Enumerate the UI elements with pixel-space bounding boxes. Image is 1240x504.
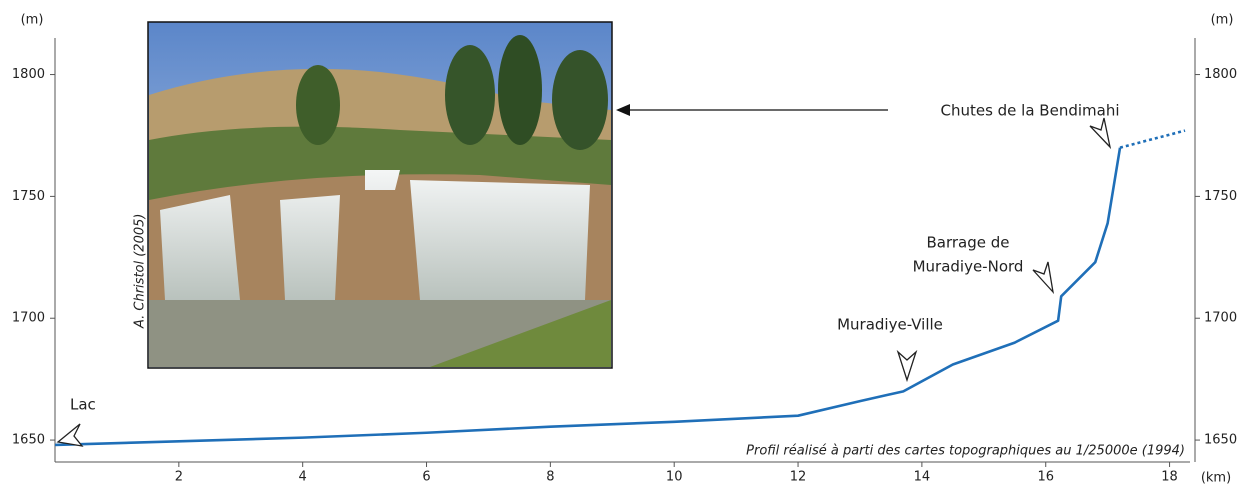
photo-credit: A. Christol (2005) <box>133 214 148 329</box>
x-tick-label: 12 <box>790 470 807 485</box>
note: Profil réalisé à parti des cartes topogr… <box>746 444 1185 459</box>
profile-line <box>1119 129 1186 149</box>
annotation: Barrage de <box>926 234 1009 252</box>
y-tick-label: 1650 <box>12 433 45 448</box>
annotation: Muradiye-Ville <box>837 316 943 334</box>
annotation: Muradiye-Nord <box>913 258 1024 276</box>
annotation: Lac <box>70 396 96 414</box>
y2-axis-label: (m) <box>1211 13 1234 28</box>
x-tick-label: 8 <box>546 470 554 485</box>
x-tick-label: 2 <box>175 470 183 485</box>
annotation-arrow <box>56 423 84 447</box>
x-tick-label: 4 <box>299 470 307 485</box>
y2-tick-label: 1750 <box>1204 189 1237 204</box>
photo: A. Christol (2005) <box>133 21 613 369</box>
x-tick-label: 18 <box>1161 470 1178 485</box>
y2-tick-label: 1800 <box>1204 67 1237 82</box>
photo-arrow <box>616 104 888 116</box>
y-axis-label: (m) <box>21 13 44 28</box>
y2-tick-label: 1650 <box>1204 433 1237 448</box>
annotation-arrow <box>1089 117 1112 150</box>
y-tick-label: 1800 <box>12 67 45 82</box>
y-tick-label: 1700 <box>12 311 45 326</box>
x-axis-label: (km) <box>1201 471 1231 486</box>
annotation: Chutes de la Bendimahi <box>940 102 1119 120</box>
x-tick-label: 10 <box>666 470 683 485</box>
x-tick-label: 6 <box>422 470 430 485</box>
x-tick-label: 16 <box>1037 470 1054 485</box>
y2-tick-label: 1700 <box>1204 311 1237 326</box>
x-tick-label: 14 <box>914 470 931 485</box>
annotation-arrow <box>1032 261 1055 295</box>
annotation-arrow <box>896 349 918 383</box>
profile-line <box>54 147 1122 447</box>
y-tick-label: 1750 <box>12 189 45 204</box>
